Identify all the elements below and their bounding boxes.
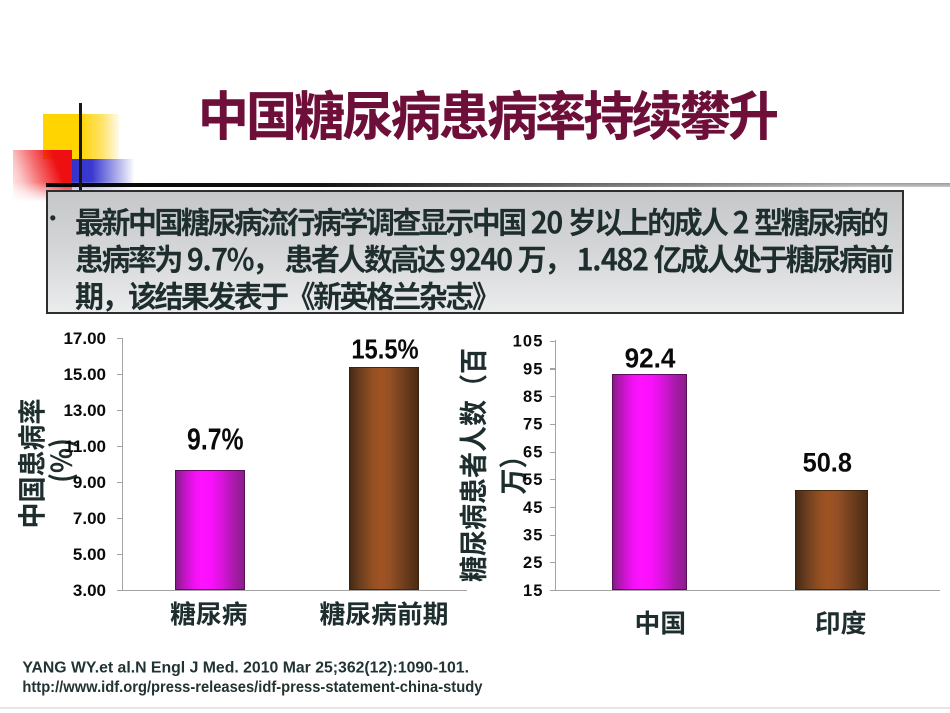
svg-text:3.00: 3.00 (73, 581, 106, 600)
svg-text:17.00: 17.00 (63, 329, 106, 348)
svg-text:11.00: 11.00 (64, 437, 106, 456)
svg-text:13.00: 13.00 (63, 401, 106, 420)
svg-text:5.00: 5.00 (73, 545, 106, 564)
svg-text:http://www.idf.org/press-relea: http://www.idf.org/press-releases/idf-pr… (22, 679, 482, 696)
svg-text:95: 95 (523, 360, 544, 378)
svg-text:9.7%: 9.7% (187, 422, 244, 457)
svg-text:50.8: 50.8 (803, 447, 852, 477)
svg-text:YANG WY.et al.N Engl J Med. 20: YANG WY.et al.N Engl J Med. 2010 Mar 25;… (22, 659, 469, 676)
svg-text:15: 15 (523, 582, 544, 600)
svg-text:25: 25 (523, 554, 544, 572)
svg-text:75: 75 (523, 416, 544, 434)
svg-text:15.5%: 15.5% (351, 334, 418, 365)
svg-text:9.00: 9.00 (73, 473, 106, 492)
svg-text:85: 85 (523, 388, 544, 406)
svg-text:92.4: 92.4 (625, 343, 676, 374)
svg-text:55: 55 (523, 471, 544, 489)
svg-text:15.00: 15.00 (63, 365, 106, 384)
svg-text:45: 45 (523, 499, 544, 517)
svg-text:65: 65 (523, 443, 544, 461)
svg-text:35: 35 (523, 527, 544, 545)
svg-text:105: 105 (513, 333, 544, 351)
svg-text:7.00: 7.00 (73, 509, 106, 528)
